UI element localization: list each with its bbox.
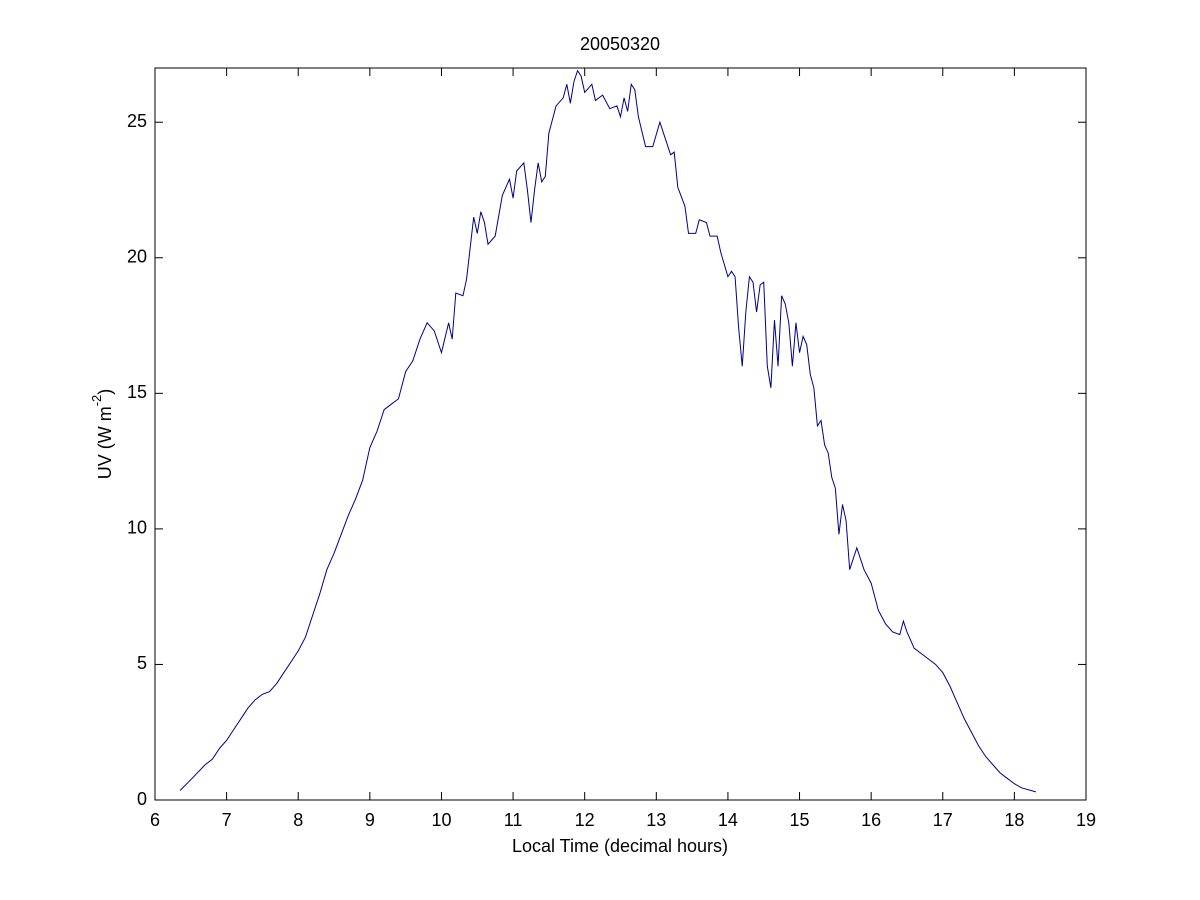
- y-axis-label: UV (W m-2): [89, 389, 114, 480]
- y-tick-label: 20: [127, 247, 147, 267]
- x-tick-label: 9: [365, 810, 375, 830]
- x-tick-label: 17: [933, 810, 953, 830]
- x-tick-label: 16: [861, 810, 881, 830]
- x-tick-label: 18: [1004, 810, 1024, 830]
- x-tick-label: 6: [150, 810, 160, 830]
- chart-title: 20050320: [580, 34, 660, 54]
- y-tick-label: 25: [127, 111, 147, 131]
- x-tick-label: 7: [222, 810, 232, 830]
- y-label-text: UV (W m: [95, 406, 115, 479]
- data-line: [179, 69, 1037, 793]
- y-tick-label: 15: [127, 382, 147, 402]
- y-tick-label: 5: [137, 653, 147, 673]
- x-tick-label: 13: [646, 810, 666, 830]
- x-tick-label: 11: [504, 810, 523, 830]
- plot-frame: [154, 67, 1087, 801]
- x-tick-label: 14: [718, 810, 738, 830]
- x-tick-label: 15: [790, 810, 810, 830]
- x-axis-label: Local Time (decimal hours): [512, 836, 728, 856]
- x-tick-label: 8: [293, 810, 303, 830]
- x-tick-label: 12: [575, 810, 595, 830]
- y-label-sup: -2: [89, 395, 104, 407]
- x-tick-label: 10: [431, 810, 451, 830]
- y-label-end: ): [95, 389, 115, 395]
- x-tick-label: 19: [1076, 810, 1096, 830]
- y-tick-label: 0: [137, 789, 147, 809]
- y-tick-label: 10: [127, 518, 147, 538]
